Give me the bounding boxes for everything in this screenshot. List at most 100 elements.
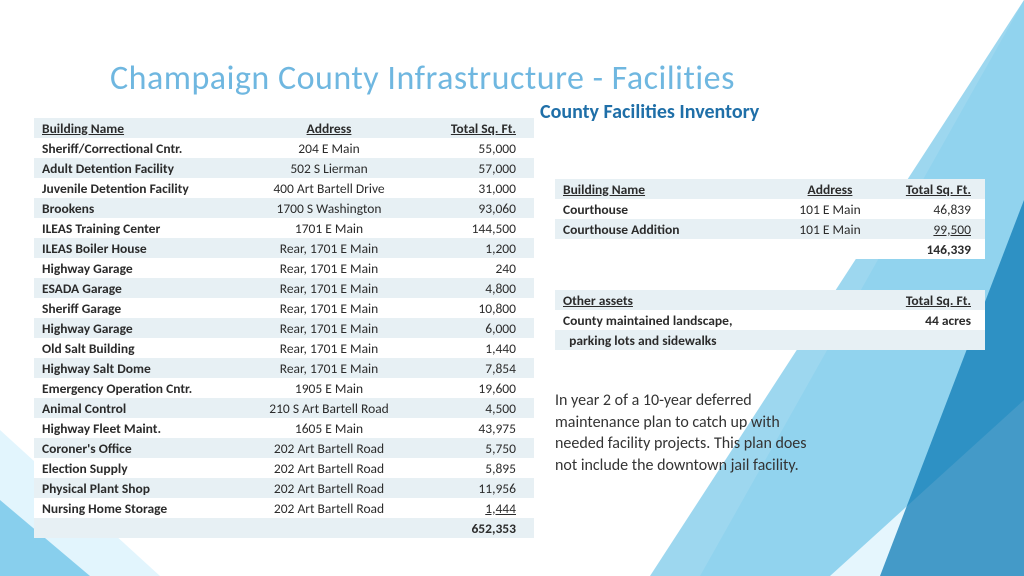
cell-addr: Rear, 1701 E Main [244, 258, 414, 278]
cell-sqft: 5,895 [414, 458, 534, 478]
table-row: Old Salt BuildingRear, 1701 E Main1,440 [34, 338, 534, 358]
cell-addr: 210 S Art Bartell Road [244, 398, 414, 418]
cell-sqft: 7,854 [414, 358, 534, 378]
cell-asset: parking lots and sidewalks [555, 330, 883, 350]
cell-sqft: 46,839 [885, 199, 985, 219]
table-row: Emergency Operation Cntr.1905 E Main19,6… [34, 378, 534, 398]
assets-table: Other assetsTotal Sq. Ft.County maintain… [555, 290, 985, 350]
cell-name: Physical Plant Shop [34, 478, 244, 498]
table-row: Sheriff/Correctional Cntr.204 E Main55,0… [34, 138, 534, 158]
cell-name: Animal Control [34, 398, 244, 418]
table-row: ESADA GarageRear, 1701 E Main4,800 [34, 278, 534, 298]
table-row: ILEAS Training Center1701 E Main144,500 [34, 218, 534, 238]
cell-addr: 101 E Main [775, 219, 885, 239]
table-row: Highway Fleet Maint.1605 E Main43,975 [34, 418, 534, 438]
facilities-table: Building NameAddressTotal Sq. Ft.Sheriff… [34, 118, 534, 538]
col-sqft: Total Sq. Ft. [414, 118, 534, 138]
cell-value: 44 acres [883, 310, 985, 330]
col-address: Address [775, 179, 885, 199]
table-row: Juvenile Detention Facility400 Art Barte… [34, 178, 534, 198]
cell-sqft: 55,000 [414, 138, 534, 158]
table-row: Highway Salt DomeRear, 1701 E Main7,854 [34, 358, 534, 378]
cell-sqft: 144,500 [414, 218, 534, 238]
table-row: Election Supply202 Art Bartell Road5,895 [34, 458, 534, 478]
col-building-name: Building Name [34, 118, 244, 138]
table-row: Courthouse101 E Main46,839 [555, 199, 985, 219]
cell-name: Juvenile Detention Facility [34, 178, 244, 198]
cell-addr: Rear, 1701 E Main [244, 298, 414, 318]
page-subtitle: County Facilities Inventory [540, 100, 759, 124]
cell-name: Courthouse Addition [555, 219, 775, 239]
total-row: 146,339 [555, 239, 985, 259]
cell-addr: 202 Art Bartell Road [244, 438, 414, 458]
courthouse-table: Building NameAddressTotal Sq. Ft.Courtho… [555, 179, 985, 259]
col-other-assets: Other assets [555, 290, 883, 310]
cell-name: Emergency Operation Cntr. [34, 378, 244, 398]
table-row: Highway GarageRear, 1701 E Main6,000 [34, 318, 534, 338]
cell-sqft: 19,600 [414, 378, 534, 398]
table-row: Highway GarageRear, 1701 E Main240 [34, 258, 534, 278]
table-row: Physical Plant Shop202 Art Bartell Road1… [34, 478, 534, 498]
cell-addr: 502 S Lierman [244, 158, 414, 178]
table-row: Nursing Home Storage202 Art Bartell Road… [34, 498, 534, 518]
cell-addr: 202 Art Bartell Road [244, 458, 414, 478]
table-row: Adult Detention Facility502 S Lierman57,… [34, 158, 534, 178]
cell-sqft: 4,500 [414, 398, 534, 418]
col-address: Address [244, 118, 414, 138]
cell-name: Highway Salt Dome [34, 358, 244, 378]
cell-addr: 202 Art Bartell Road [244, 498, 414, 518]
cell-sqft: 240 [414, 258, 534, 278]
cell-addr: 1605 E Main [244, 418, 414, 438]
cell-name: ESADA Garage [34, 278, 244, 298]
table-row: Sheriff GarageRear, 1701 E Main10,800 [34, 298, 534, 318]
cell-name: Coroner's Office [34, 438, 244, 458]
table-row: County maintained landscape,44 acres [555, 310, 985, 330]
cell-sqft: 1,444 [414, 498, 534, 518]
cell-sqft: 11,956 [414, 478, 534, 498]
cell-sqft: 10,800 [414, 298, 534, 318]
cell-sqft: 4,800 [414, 278, 534, 298]
total-sqft: 652,353 [414, 518, 534, 538]
cell-addr: 101 E Main [775, 199, 885, 219]
cell-addr: 1701 E Main [244, 218, 414, 238]
cell-name: Brookens [34, 198, 244, 218]
cell-sqft: 1,200 [414, 238, 534, 258]
cell-addr: 400 Art Bartell Drive [244, 178, 414, 198]
cell-addr: Rear, 1701 E Main [244, 278, 414, 298]
cell-name: Old Salt Building [34, 338, 244, 358]
cell-name: Election Supply [34, 458, 244, 478]
cell-addr: 1905 E Main [244, 378, 414, 398]
cell-addr: 1700 S Washington [244, 198, 414, 218]
table-row: parking lots and sidewalks [555, 330, 985, 350]
cell-sqft: 31,000 [414, 178, 534, 198]
cell-sqft: 1,440 [414, 338, 534, 358]
table-row: Brookens1700 S Washington93,060 [34, 198, 534, 218]
cell-addr: 204 E Main [244, 138, 414, 158]
cell-name: Highway Fleet Maint. [34, 418, 244, 438]
table-row: Coroner's Office202 Art Bartell Road5,75… [34, 438, 534, 458]
cell-name: Highway Garage [34, 318, 244, 338]
cell-name: Highway Garage [34, 258, 244, 278]
cell-addr: Rear, 1701 E Main [244, 338, 414, 358]
cell-value [883, 330, 985, 350]
cell-sqft: 43,975 [414, 418, 534, 438]
page-title: Champaign County Infrastructure - Facili… [110, 58, 735, 99]
col-sqft: Total Sq. Ft. [883, 290, 985, 310]
cell-addr: 202 Art Bartell Road [244, 478, 414, 498]
col-sqft: Total Sq. Ft. [885, 179, 985, 199]
cell-name: ILEAS Boiler House [34, 238, 244, 258]
cell-name: Nursing Home Storage [34, 498, 244, 518]
cell-sqft: 6,000 [414, 318, 534, 338]
total-sqft: 146,339 [885, 239, 985, 259]
cell-sqft: 57,000 [414, 158, 534, 178]
table-row: ILEAS Boiler HouseRear, 1701 E Main1,200 [34, 238, 534, 258]
maintenance-note: In year 2 of a 10-year deferred maintena… [555, 390, 815, 476]
cell-name: Sheriff Garage [34, 298, 244, 318]
table-row: Animal Control210 S Art Bartell Road4,50… [34, 398, 534, 418]
total-row: 652,353 [34, 518, 534, 538]
cell-name: Adult Detention Facility [34, 158, 244, 178]
cell-sqft: 99,500 [885, 219, 985, 239]
cell-sqft: 5,750 [414, 438, 534, 458]
cell-name: ILEAS Training Center [34, 218, 244, 238]
cell-asset: County maintained landscape, [555, 310, 883, 330]
